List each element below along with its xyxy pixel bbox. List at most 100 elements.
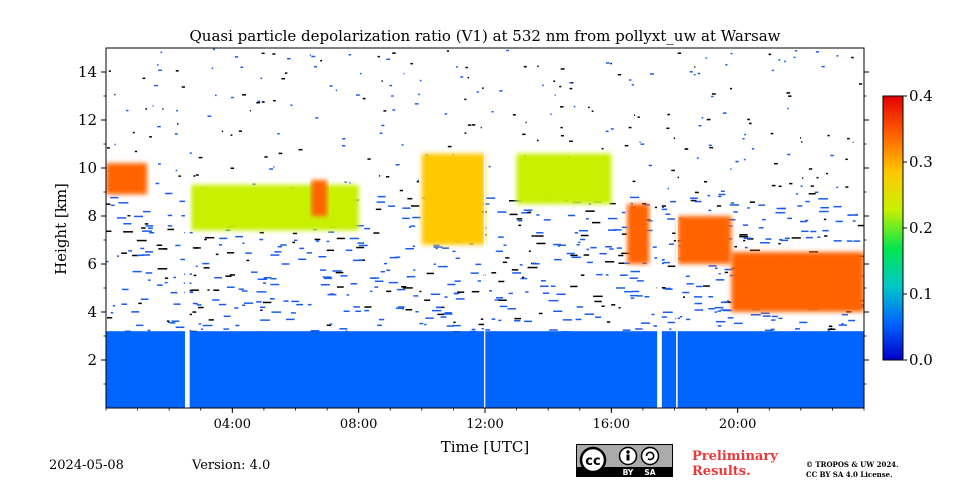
noise-speck — [251, 271, 258, 273]
noise-speck — [140, 247, 145, 250]
noise-speck — [778, 242, 781, 245]
noise-speck — [536, 242, 546, 245]
noise-speck — [773, 162, 778, 165]
noise-speck — [758, 204, 766, 206]
noise-speck — [173, 303, 181, 305]
noise-speck — [169, 322, 176, 324]
y-tick-label: 12 — [78, 111, 97, 129]
noise-speck — [658, 208, 668, 211]
noise-speck — [114, 93, 116, 96]
x-tick-label: 04:00 — [214, 417, 251, 432]
noise-speck — [499, 90, 503, 92]
noise-speck — [132, 270, 142, 273]
noise-speck — [419, 322, 424, 325]
noise-speck — [446, 50, 450, 52]
noise-speck — [180, 258, 186, 261]
noise-speck — [315, 240, 320, 242]
noise-speck — [378, 175, 381, 177]
noise-speck — [661, 316, 667, 318]
noise-speck — [192, 302, 198, 305]
noise-speck — [786, 92, 791, 94]
noise-speck — [399, 189, 404, 192]
noise-speck — [175, 326, 185, 329]
preliminary-line-1: Preliminary — [692, 449, 778, 464]
noise-speck — [164, 277, 169, 279]
noise-speck — [667, 265, 676, 268]
noise-speck — [847, 137, 850, 140]
noise-speck — [260, 306, 266, 309]
noise-speck — [198, 323, 202, 325]
noise-speck — [357, 242, 365, 244]
noise-speck — [644, 296, 650, 298]
x-tick-label: 08:00 — [340, 417, 377, 432]
noise-speck — [743, 158, 746, 161]
noise-speck — [148, 227, 153, 229]
noise-speck — [126, 109, 129, 112]
noise-speck — [636, 280, 644, 282]
noise-speck — [845, 158, 848, 161]
noise-speck — [294, 239, 298, 242]
noise-speck — [138, 302, 142, 305]
noise-speck — [163, 248, 168, 250]
noise-speck — [787, 153, 791, 156]
noise-speck — [506, 49, 509, 52]
noise-speck — [158, 248, 168, 250]
colorbar-tick-label: 0.0 — [909, 351, 933, 369]
noise-speck — [358, 244, 368, 247]
y-tick-label: 6 — [87, 255, 97, 273]
noise-speck — [353, 306, 360, 308]
noise-speck — [471, 290, 480, 293]
noise-speck — [805, 236, 813, 239]
noise-speck — [724, 268, 733, 271]
noise-speck — [610, 128, 614, 130]
noise-speck — [616, 247, 622, 249]
noise-speck — [345, 249, 353, 252]
noise-speck — [164, 281, 168, 284]
noise-speck — [714, 311, 717, 313]
noise-speck — [355, 94, 360, 96]
noise-speck — [329, 85, 333, 87]
noise-speck — [666, 127, 670, 130]
noise-speck — [579, 238, 586, 241]
noise-speck — [505, 257, 510, 259]
noise-speck — [277, 133, 280, 135]
noise-speck — [847, 214, 851, 216]
noise-speck — [438, 265, 448, 268]
noise-speck — [727, 218, 736, 221]
noise-speck — [708, 144, 712, 147]
noise-speck — [392, 52, 396, 54]
noise-speck — [742, 224, 749, 226]
noise-speck — [690, 197, 698, 199]
noise-speck — [272, 53, 276, 55]
noise-speck — [697, 72, 701, 75]
noise-speck — [609, 202, 616, 205]
noise-speck — [648, 164, 653, 167]
noise-speck — [502, 261, 508, 264]
noise-speck — [665, 288, 673, 290]
noise-speck — [181, 215, 186, 217]
noise-speck — [424, 299, 431, 301]
noise-speck — [259, 238, 264, 241]
noise-speck — [668, 243, 675, 245]
noise-speck — [106, 317, 113, 319]
cloud-layer — [677, 216, 732, 264]
noise-speck — [787, 217, 793, 220]
noise-speck — [162, 108, 164, 110]
noise-speck — [270, 277, 277, 280]
y-tick-label: 8 — [87, 207, 97, 225]
noise-speck — [694, 302, 703, 305]
noise-speck — [574, 232, 578, 234]
noise-speck — [155, 182, 160, 185]
noise-speck — [855, 213, 858, 216]
noise-speck — [270, 283, 280, 286]
noise-speck — [478, 323, 485, 326]
noise-speck — [141, 230, 152, 232]
noise-speck — [252, 183, 256, 186]
noise-speck — [386, 58, 391, 61]
noise-speck — [444, 296, 448, 298]
noise-speck — [154, 84, 158, 87]
cc-by-label: BY — [623, 468, 634, 476]
noise-speck — [355, 310, 361, 313]
colorbar-tick-label: 0.2 — [909, 219, 933, 237]
noise-speck — [671, 169, 675, 172]
